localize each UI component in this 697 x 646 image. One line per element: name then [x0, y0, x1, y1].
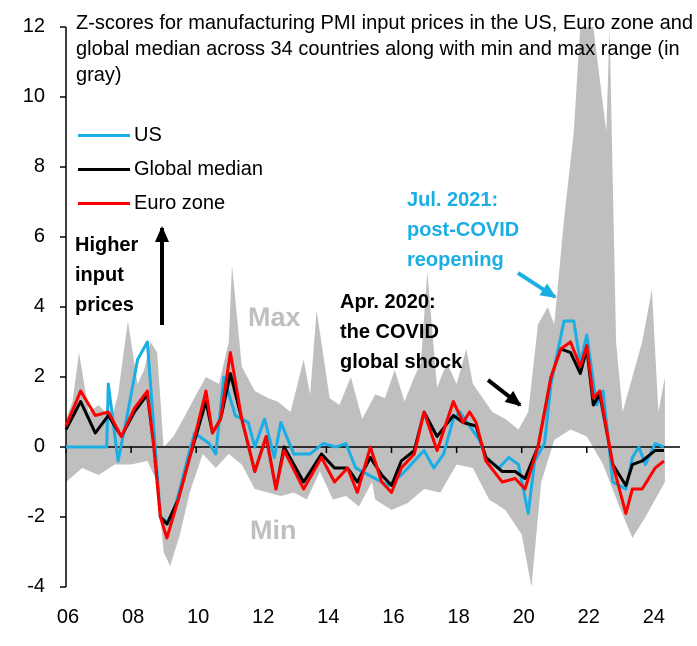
- y-tick-label: 12: [22, 15, 45, 37]
- y-tick-label: 0: [33, 435, 45, 457]
- x-tick-label: 14: [317, 606, 340, 628]
- y-tick-label: -4: [27, 575, 45, 597]
- x-tick-label: 16: [382, 606, 405, 628]
- legend-swatch-euro-zone: [78, 201, 130, 205]
- legend-label-global-median: Global median: [134, 158, 263, 180]
- annotation-line: input: [75, 264, 124, 286]
- covid-shock-arrow-head: [504, 390, 522, 407]
- annotation-line: post-COVID: [407, 219, 520, 241]
- annotation-line: global shock: [340, 351, 463, 373]
- annotation-line: Apr. 2020:: [340, 291, 436, 313]
- legend-label-euro-zone: Euro zone: [134, 192, 226, 214]
- higher-prices-arrow-head: [155, 226, 169, 242]
- y-tick-label: 6: [33, 225, 45, 247]
- annotation-line: prices: [75, 294, 134, 316]
- annotation-higher-input-prices: Higher input prices: [75, 230, 138, 320]
- x-tick-label: 24: [642, 606, 666, 628]
- legend: US Global median Euro zone: [78, 118, 263, 220]
- annotation-line: the COVID: [340, 321, 439, 343]
- x-tick-label: 22: [577, 606, 600, 628]
- x-tick-label: 10: [187, 606, 210, 628]
- y-tick-label: 4: [33, 295, 45, 317]
- annotation-covid-shock: Apr. 2020: the COVID global shock: [340, 287, 462, 377]
- annotation-reopening: Jul. 2021: post-COVID reopening: [407, 185, 519, 275]
- chart-title: Z-scores for manufacturing PMI input pri…: [76, 12, 693, 86]
- legend-swatch-us: [78, 133, 130, 137]
- series-line-euro-zone: [64, 340, 665, 540]
- x-tick-label: 06: [56, 606, 80, 628]
- y-tick-label: -2: [27, 505, 45, 527]
- annotation-line: reopening: [407, 249, 504, 271]
- legend-item-euro-zone: Euro zone: [78, 186, 263, 220]
- reopening-arrow-head: [539, 283, 557, 299]
- legend-swatch-global-median: [78, 167, 130, 171]
- y-tick-label: 2: [33, 365, 45, 387]
- x-tick-label: 12: [252, 606, 275, 628]
- x-tick-label: 20: [512, 606, 535, 628]
- x-tick-label: 18: [447, 606, 470, 628]
- y-tick-label: 8: [33, 155, 45, 177]
- x-tick-label: 08: [121, 606, 145, 628]
- annotation-max: Max: [248, 302, 301, 332]
- annotation-min: Min: [250, 515, 297, 545]
- legend-item-us: US: [78, 118, 263, 152]
- annotation-line: Jul. 2021:: [407, 189, 499, 211]
- legend-item-global-median: Global median: [78, 152, 263, 186]
- annotation-line: Higher: [75, 234, 139, 256]
- y-tick-label: 10: [22, 85, 45, 107]
- legend-label-us: US: [134, 124, 162, 146]
